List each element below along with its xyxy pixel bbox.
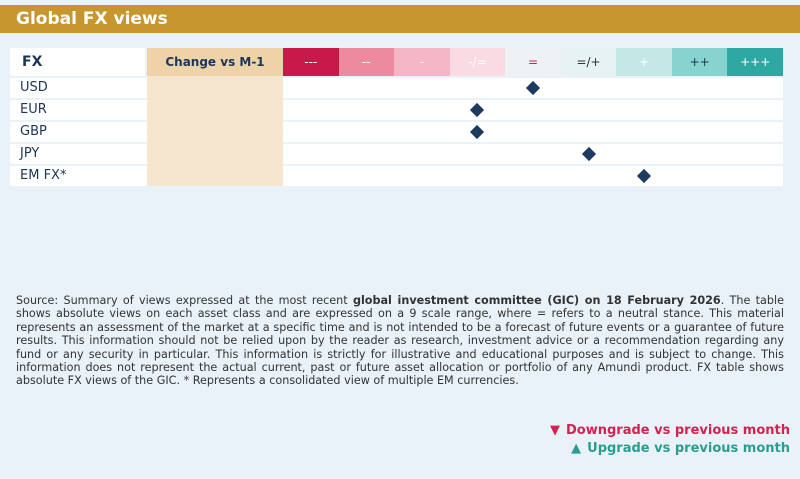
row-bg: [10, 122, 783, 142]
scale-header: =: [505, 48, 561, 76]
row-bg: [10, 100, 783, 120]
title-bar: Global FX views: [0, 5, 800, 33]
header-cell: Change vs M-1: [147, 48, 283, 76]
change-cell: [147, 164, 283, 186]
row-label: EUR: [20, 102, 47, 117]
change-cell: [147, 76, 283, 98]
scale-header: +++: [727, 48, 783, 76]
footnote-text: Source: Summary of views expressed at th…: [16, 294, 353, 307]
scale-header: --: [338, 48, 395, 76]
scale-header: -: [394, 48, 450, 76]
row-label: USD: [20, 80, 48, 95]
row-label: EM FX*: [20, 168, 67, 183]
legend-label: Downgrade vs previous month: [566, 423, 790, 438]
row-label: GBP: [20, 124, 47, 139]
legend-label: Upgrade vs previous month: [587, 441, 790, 456]
footnote-text: . The table shows absolute views on each…: [16, 294, 785, 388]
scale-header: +: [616, 48, 672, 76]
scale-header: =/+: [560, 48, 617, 76]
row-bg: [10, 78, 783, 98]
change-cell: [147, 98, 283, 120]
change-cell: [147, 120, 283, 142]
legend-symbol: ▲: [571, 441, 582, 456]
row-label: JPY: [20, 146, 40, 161]
footnote: Source: Summary of views expressed at th…: [16, 294, 784, 388]
legend-item: ▲ Upgrade vs previous month: [571, 441, 790, 456]
footnote-bold: global investment committee (GIC) on 18 …: [352, 294, 721, 307]
legend-symbol: ▼: [550, 423, 561, 438]
scale-header: ++: [671, 48, 728, 76]
change-cell: [147, 142, 283, 164]
row-bg: [10, 166, 783, 186]
header-cell: FX: [10, 48, 145, 76]
legend-item: ▼ Downgrade vs previous month: [550, 423, 790, 438]
row-bg: [10, 144, 783, 164]
scale-header: ---: [283, 48, 339, 76]
scale-header: -/=: [449, 48, 506, 76]
